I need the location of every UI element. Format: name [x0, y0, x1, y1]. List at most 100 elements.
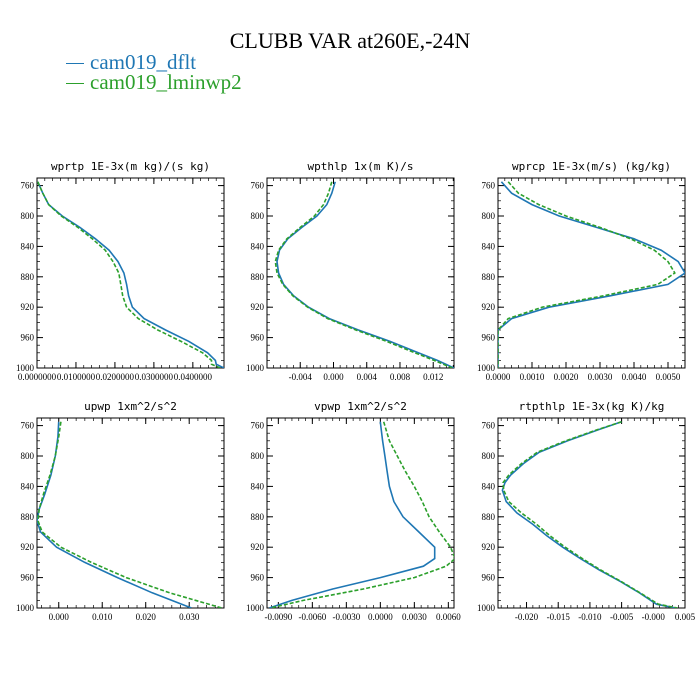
y-tick-label: 760 [21, 421, 35, 431]
y-tick-label: 800 [251, 211, 265, 221]
x-tick-label: -0.004 [289, 372, 313, 382]
y-tick-label: 760 [251, 421, 265, 431]
plot-frame [497, 177, 686, 369]
x-tick-label: 0.008 [390, 372, 411, 382]
y-tick-label: 920 [21, 542, 35, 552]
series-line-dflt [37, 421, 192, 608]
y-tick-label: 920 [21, 302, 35, 312]
x-tick-label: -0.0030 [332, 612, 360, 622]
y-tick-label: 1000 [477, 603, 496, 613]
x-tick-label: 0.0100000 [57, 372, 96, 382]
x-tick-label: 0.0000 [368, 612, 393, 622]
y-tick-label: 760 [251, 181, 265, 191]
y-tick-label: 840 [251, 481, 265, 491]
x-tick-label: 0.020 [136, 612, 157, 622]
y-tick-label: 1000 [246, 363, 265, 373]
y-tick-label: 840 [482, 481, 496, 491]
x-tick-label: 0.0000000 [18, 372, 57, 382]
series-line-dflt [37, 181, 224, 368]
y-tick-label: 1000 [477, 363, 496, 373]
panel-title: wprtp 1E-3x(m kg)/(s kg) [51, 160, 210, 173]
plot-frame [266, 417, 455, 609]
y-tick-label: 880 [21, 272, 35, 282]
y-tick-label: 960 [21, 573, 35, 583]
x-tick-label: -0.020 [515, 612, 539, 622]
panel-4: upwp 1xm^2/s^2 760 800 840 880 920 960 1000 0.00… [16, 400, 225, 622]
y-tick-label: 960 [251, 573, 265, 583]
series-line-lminwp2 [270, 421, 454, 608]
figure-title: CLUBB VAR at260E,-24N [229, 28, 471, 53]
x-tick-label: 0.0030 [588, 372, 613, 382]
y-tick-label: 840 [482, 241, 496, 251]
y-tick-label: 1000 [16, 603, 35, 613]
x-tick-label: 0.0300000 [135, 372, 174, 382]
legend-item-lminwp2: cam019_lminwp2 [66, 70, 242, 94]
x-tick-label: 0.0400000 [174, 372, 213, 382]
panel-2: wpthlp 1x(m K)/s 760 800 840 880 920 960 1000 -0… [246, 160, 455, 382]
x-tick-label: -0.0090 [264, 612, 292, 622]
legend-swatch-dflt [66, 62, 84, 64]
y-tick-label: 960 [251, 333, 265, 343]
y-tick-label: 760 [482, 181, 496, 191]
y-tick-label: 800 [21, 211, 35, 221]
y-tick-label: 920 [251, 302, 265, 312]
series-line-dflt [498, 181, 685, 368]
x-tick-label: 0.000 [49, 612, 70, 622]
y-tick-label: 920 [482, 302, 496, 312]
x-tick-label: 0.0010 [520, 372, 545, 382]
series-line-lminwp2 [502, 421, 678, 608]
y-tick-label: 920 [251, 542, 265, 552]
x-tick-label: -0.010 [578, 612, 602, 622]
x-tick-label: -0.000 [642, 612, 666, 622]
series-line-dflt [501, 421, 676, 608]
x-tick-label: 0.0030 [402, 612, 427, 622]
y-tick-label: 800 [482, 451, 496, 461]
y-tick-label: 800 [482, 211, 496, 221]
panel-5: vpwp 1xm^2/s^27608008408809209601000-0.0… [246, 400, 461, 622]
plot-frame [36, 177, 225, 369]
plot-frame [497, 417, 686, 609]
y-tick-label: 880 [251, 272, 265, 282]
legend-item-dflt: cam019_dflt [66, 50, 242, 74]
panel-3: wprcp 1E-3x(m/s) (kg/kg) 760 800 840 880 920 9… [477, 160, 686, 382]
x-tick-label: 0.0200000 [96, 372, 135, 382]
y-tick-label: 880 [251, 512, 265, 522]
series-line-dflt [276, 181, 454, 368]
x-tick-label: 0.010 [92, 612, 113, 622]
plot-frame [266, 177, 455, 369]
x-tick-label: 0.0020 [554, 372, 579, 382]
panel-title: wpthlp 1x(m K)/s [308, 160, 414, 173]
x-tick-label: 0.030 [179, 612, 200, 622]
legend-label-dflt: cam019_dflt [90, 50, 197, 74]
plot-frame [36, 417, 225, 609]
series-line-lminwp2 [37, 181, 221, 368]
x-tick-label: 0.004 [357, 372, 378, 382]
y-tick-label: 960 [482, 333, 496, 343]
legend-label-lminwp2: cam019_lminwp2 [90, 70, 242, 94]
x-tick-label: 0.012 [423, 372, 443, 382]
x-tick-label: 0.0050 [656, 372, 681, 382]
panel-title: upwp 1xm^2/s^2 [84, 400, 177, 413]
y-tick-label: 760 [21, 181, 35, 191]
y-tick-label: 880 [21, 512, 35, 522]
y-tick-label: 800 [21, 451, 35, 461]
x-tick-label: 0.000 [323, 372, 344, 382]
panel-1: wprtp 1E-3x(m kg)/(s kg) 760 800 840 880 920 9… [16, 160, 225, 382]
series-line-lminwp2 [498, 181, 676, 368]
y-tick-label: 840 [251, 241, 265, 251]
series-line-lminwp2 [274, 181, 453, 368]
y-tick-label: 920 [482, 542, 496, 552]
x-tick-label: -0.015 [547, 612, 571, 622]
y-tick-label: 800 [251, 451, 265, 461]
y-tick-label: 760 [482, 421, 496, 431]
series-line-lminwp2 [37, 421, 223, 608]
x-tick-label: 0.0000 [486, 372, 511, 382]
y-tick-label: 840 [21, 481, 35, 491]
y-tick-label: 880 [482, 272, 496, 282]
series-line-dflt [269, 421, 436, 608]
y-tick-label: 840 [21, 241, 35, 251]
x-tick-label: -0.0060 [298, 612, 326, 622]
panel-title: rtpthlp 1E-3x(kg K)/kg [519, 400, 665, 413]
x-tick-label: 0.0040 [622, 372, 647, 382]
